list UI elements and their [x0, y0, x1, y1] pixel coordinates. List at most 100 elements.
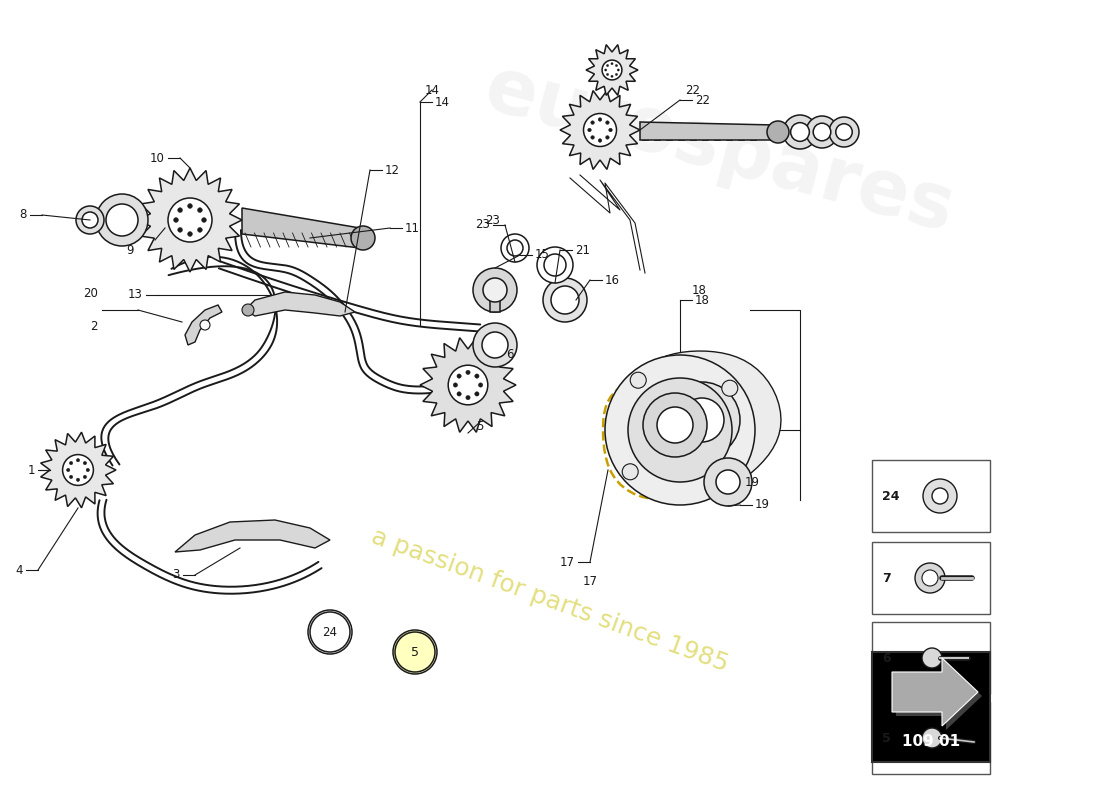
Circle shape [644, 393, 707, 457]
Text: 14: 14 [434, 95, 450, 109]
Text: 11: 11 [405, 222, 420, 234]
Text: 24: 24 [882, 490, 900, 502]
Circle shape [623, 464, 638, 480]
Polygon shape [138, 168, 242, 272]
Circle shape [106, 204, 138, 236]
Circle shape [76, 478, 79, 482]
Circle shape [69, 462, 73, 465]
Text: 5: 5 [411, 646, 419, 658]
Circle shape [664, 382, 740, 458]
Text: 19: 19 [745, 475, 760, 489]
Polygon shape [242, 208, 360, 248]
Circle shape [606, 65, 608, 66]
Circle shape [598, 138, 602, 142]
Circle shape [482, 332, 508, 358]
Circle shape [583, 114, 616, 146]
Polygon shape [175, 520, 330, 552]
Circle shape [84, 475, 87, 478]
Circle shape [602, 60, 621, 80]
Circle shape [657, 407, 693, 443]
Circle shape [606, 121, 609, 124]
Circle shape [76, 206, 104, 234]
Circle shape [96, 194, 148, 246]
Text: 8: 8 [20, 209, 28, 222]
Circle shape [84, 462, 87, 465]
Text: 17: 17 [583, 575, 597, 588]
FancyBboxPatch shape [872, 652, 990, 762]
Circle shape [475, 374, 480, 378]
Circle shape [615, 65, 617, 66]
Circle shape [836, 124, 852, 140]
Circle shape [168, 198, 212, 242]
Circle shape [201, 218, 207, 222]
Circle shape [605, 69, 607, 71]
Polygon shape [41, 432, 116, 508]
Text: eurospares: eurospares [477, 52, 962, 248]
Circle shape [617, 69, 619, 71]
Circle shape [714, 472, 729, 488]
Circle shape [630, 372, 646, 388]
Text: 2: 2 [90, 320, 98, 333]
Text: 109 01: 109 01 [902, 734, 960, 750]
Circle shape [610, 75, 613, 78]
Circle shape [922, 648, 942, 668]
Text: 18: 18 [692, 283, 707, 297]
Circle shape [544, 254, 566, 276]
Circle shape [598, 118, 602, 122]
Polygon shape [640, 122, 776, 140]
Circle shape [198, 208, 202, 213]
Circle shape [628, 378, 732, 482]
Circle shape [63, 454, 94, 486]
Text: 6: 6 [882, 651, 891, 665]
Circle shape [465, 395, 470, 400]
Circle shape [456, 374, 461, 378]
Circle shape [591, 136, 594, 139]
Circle shape [932, 488, 948, 504]
Circle shape [806, 116, 838, 148]
Polygon shape [560, 90, 640, 170]
Circle shape [453, 383, 458, 387]
Circle shape [308, 610, 352, 654]
Circle shape [716, 470, 740, 494]
Text: 22: 22 [685, 83, 700, 97]
Text: 16: 16 [605, 274, 620, 286]
Polygon shape [185, 305, 222, 345]
Circle shape [393, 630, 437, 674]
Circle shape [922, 570, 938, 586]
Bar [490, 294, 500, 312]
Circle shape [507, 240, 522, 256]
Circle shape [791, 122, 810, 142]
Text: 15: 15 [535, 249, 550, 262]
Circle shape [610, 62, 613, 65]
Polygon shape [896, 662, 982, 730]
Circle shape [606, 74, 608, 75]
Circle shape [722, 380, 738, 396]
Circle shape [767, 121, 789, 143]
FancyBboxPatch shape [872, 460, 990, 532]
Circle shape [915, 563, 945, 593]
Circle shape [615, 74, 617, 75]
Circle shape [82, 212, 98, 228]
Text: 18: 18 [695, 294, 710, 306]
Text: 23: 23 [475, 218, 490, 231]
Text: 1: 1 [28, 463, 35, 477]
Text: 23: 23 [485, 214, 501, 226]
Circle shape [923, 479, 957, 513]
FancyBboxPatch shape [872, 542, 990, 614]
Circle shape [473, 323, 517, 367]
FancyBboxPatch shape [872, 622, 990, 694]
Text: 17: 17 [560, 555, 575, 569]
Circle shape [76, 458, 79, 462]
Circle shape [473, 268, 517, 312]
Circle shape [188, 232, 192, 237]
Circle shape [178, 208, 183, 213]
Text: 5: 5 [476, 420, 484, 433]
Circle shape [591, 121, 594, 124]
Text: 7: 7 [882, 571, 891, 585]
Text: 22: 22 [695, 94, 710, 106]
Circle shape [198, 227, 202, 232]
Text: a passion for parts since 1985: a passion for parts since 1985 [368, 524, 732, 676]
Circle shape [783, 115, 817, 149]
Circle shape [537, 247, 573, 283]
Circle shape [456, 392, 461, 396]
